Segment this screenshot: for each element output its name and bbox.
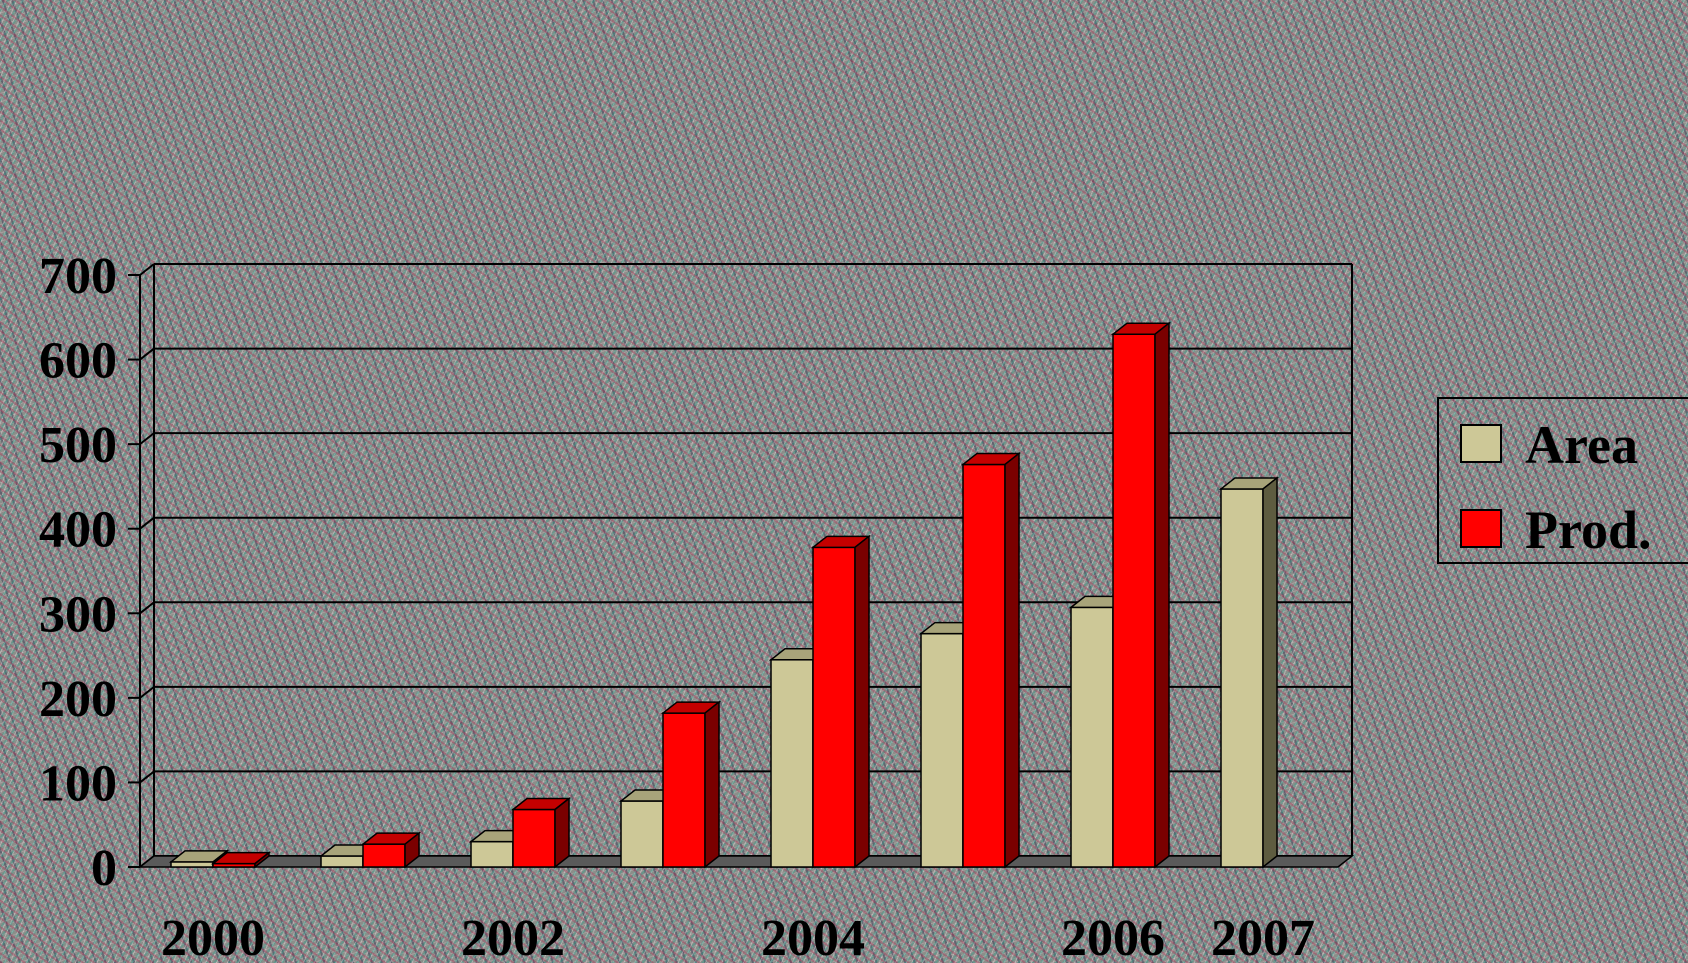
legend-swatch-area [1460,424,1502,463]
gridline-diag-200 [139,686,155,699]
bar-area-2007 [1218,476,1280,869]
bar-front [920,632,964,868]
bars [168,321,1280,869]
y-tick-label-500: 500 [39,417,117,474]
bar-side [1004,451,1020,869]
gridline-diag-600 [139,347,155,361]
bar-side [254,851,270,869]
x-tick-label-2007: 2007 [1211,910,1315,963]
bar-side [554,796,570,869]
y-tick-label-600: 600 [39,333,117,390]
x-tick-label-2000: 2000 [161,910,265,963]
bar-side [1154,321,1170,869]
bar-prod-2003 [660,700,722,869]
y-tick-label-200: 200 [39,671,117,728]
bar-front [170,861,214,868]
bar-prod-2006 [1110,321,1172,869]
bar-front [1070,606,1114,868]
bar-front [362,843,406,868]
bar-prod-2001 [360,831,422,869]
bar-prod-2000 [210,851,272,869]
bar-front [662,712,706,868]
y-tick-label-300: 300 [39,586,117,643]
legend-label-area: Area [1525,415,1638,475]
legend: Area Prod. [1437,397,1688,564]
bar-front [1220,488,1264,868]
bar-front [1112,333,1156,868]
x-tick-label-2004: 2004 [761,910,865,963]
x-tick-label-2002: 2002 [461,910,565,963]
bar-front [812,546,856,868]
bar-front [962,463,1006,868]
bar-front [470,840,514,868]
legend-label-prod: Prod. [1525,500,1652,560]
y-tick-label-700: 700 [39,248,117,305]
x-tick-label-2006: 2006 [1061,910,1165,963]
legend-swatch-prod [1460,509,1502,548]
gridline-diag-300 [139,601,155,615]
gridline-diag-500 [139,432,155,445]
gridline-diag-700 [139,263,155,276]
y-tick-label-400: 400 [39,502,117,559]
bar-prod-2002 [510,796,572,869]
bar-front [512,808,556,868]
bar-side [404,831,420,869]
gridline-diag-100 [139,770,155,784]
bar-prod-2004 [810,534,872,869]
bar-side [1262,476,1278,869]
y-tick-label-0: 0 [91,840,117,897]
legend-box [1437,397,1688,564]
x-axis-ticks: 2000 2002 2004 2006 2007 [161,910,1315,963]
bar-front [320,855,364,868]
bar-front [770,659,814,868]
y-axis-ticks: 0 100 200 300 400 500 600 700 [39,248,117,897]
bar-front [620,800,664,868]
bar-side [704,700,720,869]
y-tick-label-100: 100 [39,755,117,812]
bar-side [854,534,870,869]
bar-prod-2005 [960,451,1022,869]
gridline-diag-400 [139,516,155,530]
